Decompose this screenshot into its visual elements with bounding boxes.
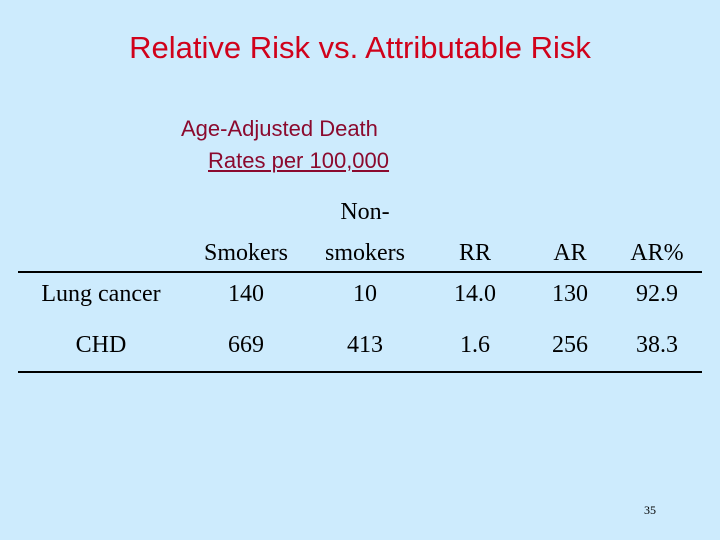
header-cell: smokers	[325, 240, 405, 266]
table-cell: 256	[552, 332, 588, 358]
header-cell: AR%	[630, 240, 684, 266]
table-cell: 669	[228, 332, 264, 358]
table-cell: 14.0	[454, 281, 496, 307]
table-cell: 413	[347, 332, 383, 358]
header-cell: Smokers	[204, 240, 288, 266]
table-cell: 10	[353, 281, 377, 307]
subtitle-line: Age-Adjusted Death	[181, 116, 378, 141]
header-cell: RR	[458, 240, 492, 266]
table-cell: 140	[228, 281, 264, 307]
row-label: CHD	[75, 332, 127, 358]
table-rule	[18, 271, 702, 273]
header-cell: Non-	[340, 199, 390, 225]
subtitle-line: Rates per 100,000	[208, 148, 390, 173]
table-cell: 38.3	[636, 332, 678, 358]
table-cell: 130	[552, 281, 588, 307]
row-label: Lung cancer	[41, 281, 161, 307]
header-cell: AR	[553, 240, 587, 266]
table-cell: 92.9	[636, 281, 678, 307]
table-rule	[18, 371, 702, 373]
page-number: 35	[644, 503, 656, 517]
title: Relative Risk vs. Attributable Risk	[129, 30, 591, 65]
table-cell: 1.6	[460, 332, 490, 358]
